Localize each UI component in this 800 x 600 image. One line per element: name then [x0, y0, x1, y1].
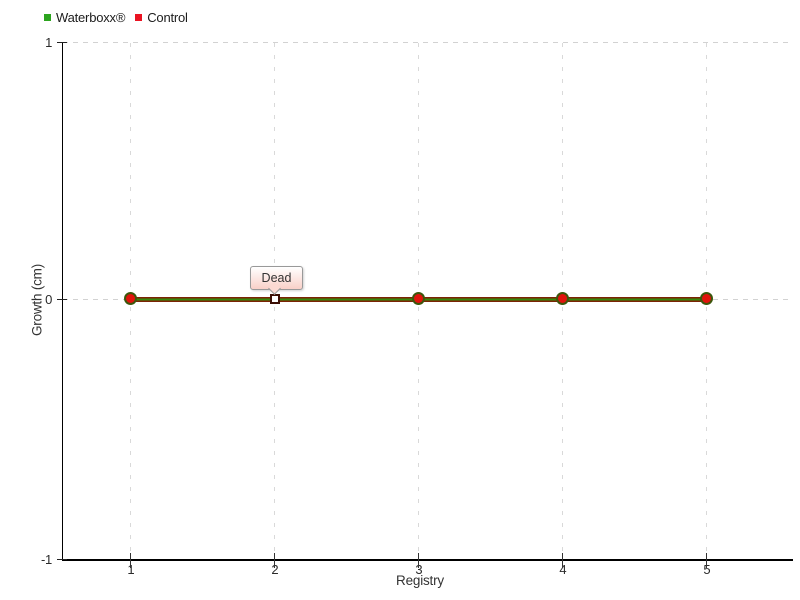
legend-item-waterboxx[interactable]: Waterboxx®: [44, 10, 125, 25]
dead-tooltip: Dead: [250, 266, 303, 290]
waterboxx-swatch-icon: [44, 14, 51, 21]
legend-label-control: Control: [147, 10, 188, 25]
y-axis-line: [62, 42, 63, 560]
dead-point-marker-x2[interactable]: [270, 294, 280, 304]
x-axis-title: Registry: [396, 573, 444, 588]
y-tick-label-0: 0: [45, 292, 52, 307]
x-tick-4: [562, 553, 563, 568]
x-tick-label-2: 2: [271, 562, 279, 577]
control-swatch-icon: [135, 14, 143, 21]
x-tick-label-5: 5: [703, 562, 711, 577]
data-point-marker-x3[interactable]: [412, 292, 425, 305]
legend-item-control[interactable]: Control: [135, 10, 188, 25]
x-tick-3: [418, 553, 419, 568]
y-axis-title: Growth (cm): [29, 263, 45, 337]
gridline-y-1: [63, 42, 793, 43]
legend-label-waterboxx: Waterboxx®: [56, 10, 126, 25]
data-point-marker-x5[interactable]: [700, 292, 713, 305]
y-tick-label-neg1: -1: [41, 552, 52, 567]
x-axis-line: [62, 559, 793, 561]
y-tick-label-1: 1: [45, 35, 52, 50]
y-tick-0: [57, 299, 67, 300]
x-tick-label-1: 1: [127, 562, 135, 577]
x-tick-5: [706, 553, 707, 568]
x-tick-2: [274, 553, 275, 568]
y-tick-neg1: [57, 559, 67, 560]
legend: Waterboxx® Control: [44, 10, 188, 25]
y-tick-1: [57, 42, 67, 43]
x-tick-1: [130, 553, 131, 568]
x-tick-label-4: 4: [559, 562, 567, 577]
data-point-marker-x1[interactable]: [124, 292, 137, 305]
x-tick-label-3: 3: [415, 562, 423, 577]
data-point-marker-x4[interactable]: [556, 292, 569, 305]
